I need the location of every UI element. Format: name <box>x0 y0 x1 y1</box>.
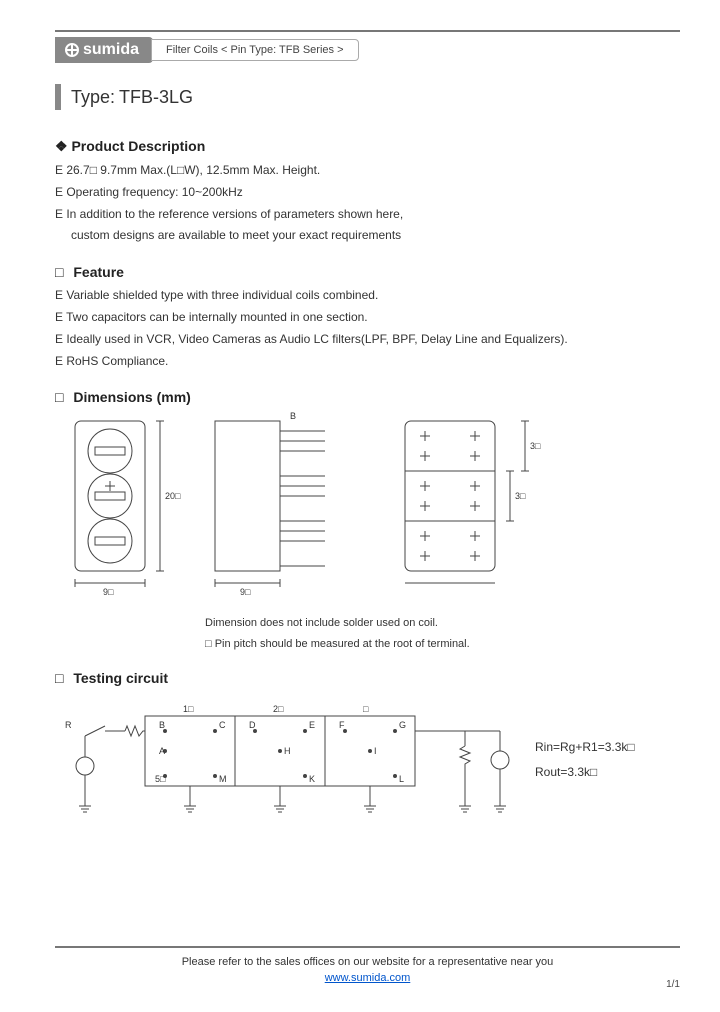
c-label: R <box>65 720 72 730</box>
c-label: H <box>284 746 291 756</box>
logo-icon <box>65 43 79 57</box>
footer-text: Please refer to the sales offices on our… <box>55 956 680 968</box>
page-number: 1/1 <box>666 979 680 990</box>
dimensions-diagram: 9□ 20□ 9□ B 3□ 3□ <box>55 411 680 611</box>
footer-rule <box>55 946 680 948</box>
type-accent <box>55 84 61 110</box>
dim-label: 3□ <box>515 491 526 501</box>
feature-line: E Two capacitors can be internally mount… <box>55 308 680 328</box>
dim-label: B <box>290 411 296 421</box>
c-label: □ <box>363 704 369 714</box>
c-label: 5□ <box>155 774 166 784</box>
dimensions-section: □ Dimensions (mm) <box>55 389 680 652</box>
dim-label: 20□ <box>165 491 181 501</box>
brand-logo: sumida <box>55 37 153 63</box>
feature-line: E RoHS Compliance. <box>55 352 680 372</box>
dim-label: 9□ <box>103 587 114 597</box>
type-label: Type: <box>71 87 115 108</box>
c-label: G <box>399 720 406 730</box>
circuit-section: □ Testing circuit <box>55 670 680 836</box>
desc-line: custom designs are available to meet you… <box>55 226 680 246</box>
circuit-diagram: R 1□ 2□ □ B C D E F G A H I 5□ M K L <box>55 696 680 836</box>
brand-name: sumida <box>83 41 139 59</box>
bullet-icon: □ <box>55 389 63 405</box>
footer-link[interactable]: www.sumida.com <box>325 972 411 984</box>
c-label: 2□ <box>273 704 284 714</box>
c-label: F <box>339 720 345 730</box>
header-category: Filter Coils < Pin Type: TFB Series > <box>151 39 359 61</box>
c-label: L <box>399 774 404 784</box>
header: sumida Filter Coils < Pin Type: TFB Seri… <box>55 36 680 64</box>
feature-section: □ Feature E Variable shielded type with … <box>55 264 680 371</box>
c-label: I <box>374 746 377 756</box>
c-label: E <box>309 720 315 730</box>
feature-line: E Variable shielded type with three indi… <box>55 286 680 306</box>
type-value: TFB-3LG <box>119 87 193 108</box>
desc-line: E Operating frequency: 10~200kHz <box>55 183 680 203</box>
desc-line: E In addition to the reference versions … <box>55 205 680 225</box>
c-label: Rin=Rg+R1=3.3k□ <box>535 740 635 754</box>
bullet-icon: ❖ <box>55 138 71 154</box>
dim-label: 3□ <box>530 441 541 451</box>
footer: Please refer to the sales offices on our… <box>55 946 680 986</box>
description-section: ❖ Product Description E 26.7□ 9.7mm Max.… <box>55 138 680 246</box>
c-label: C <box>219 720 226 730</box>
desc-line: E 26.7□ 9.7mm Max.(L□W), 12.5mm Max. Hei… <box>55 161 680 181</box>
c-label: B <box>159 720 165 730</box>
c-label: Rout=3.3k□ <box>535 765 597 779</box>
circuit-title: Testing circuit <box>73 670 168 686</box>
c-label: M <box>219 774 227 784</box>
feature-line: E Ideally used in VCR, Video Cameras as … <box>55 330 680 350</box>
top-rule <box>55 30 680 32</box>
dim-note: Dimension does not include solder used o… <box>55 615 680 632</box>
description-title: Product Description <box>71 138 205 154</box>
dim-label: 9□ <box>240 587 251 597</box>
c-label: A <box>159 746 165 756</box>
dim-note: □ Pin pitch should be measured at the ro… <box>55 636 680 653</box>
bullet-icon: □ <box>55 670 63 686</box>
type-header: Type: TFB-3LG <box>55 84 680 110</box>
feature-title: Feature <box>73 264 124 280</box>
c-label: D <box>249 720 256 730</box>
bullet-icon: □ <box>55 264 63 280</box>
dimensions-title: Dimensions (mm) <box>73 389 190 405</box>
c-label: K <box>309 774 315 784</box>
c-label: 1□ <box>183 704 194 714</box>
